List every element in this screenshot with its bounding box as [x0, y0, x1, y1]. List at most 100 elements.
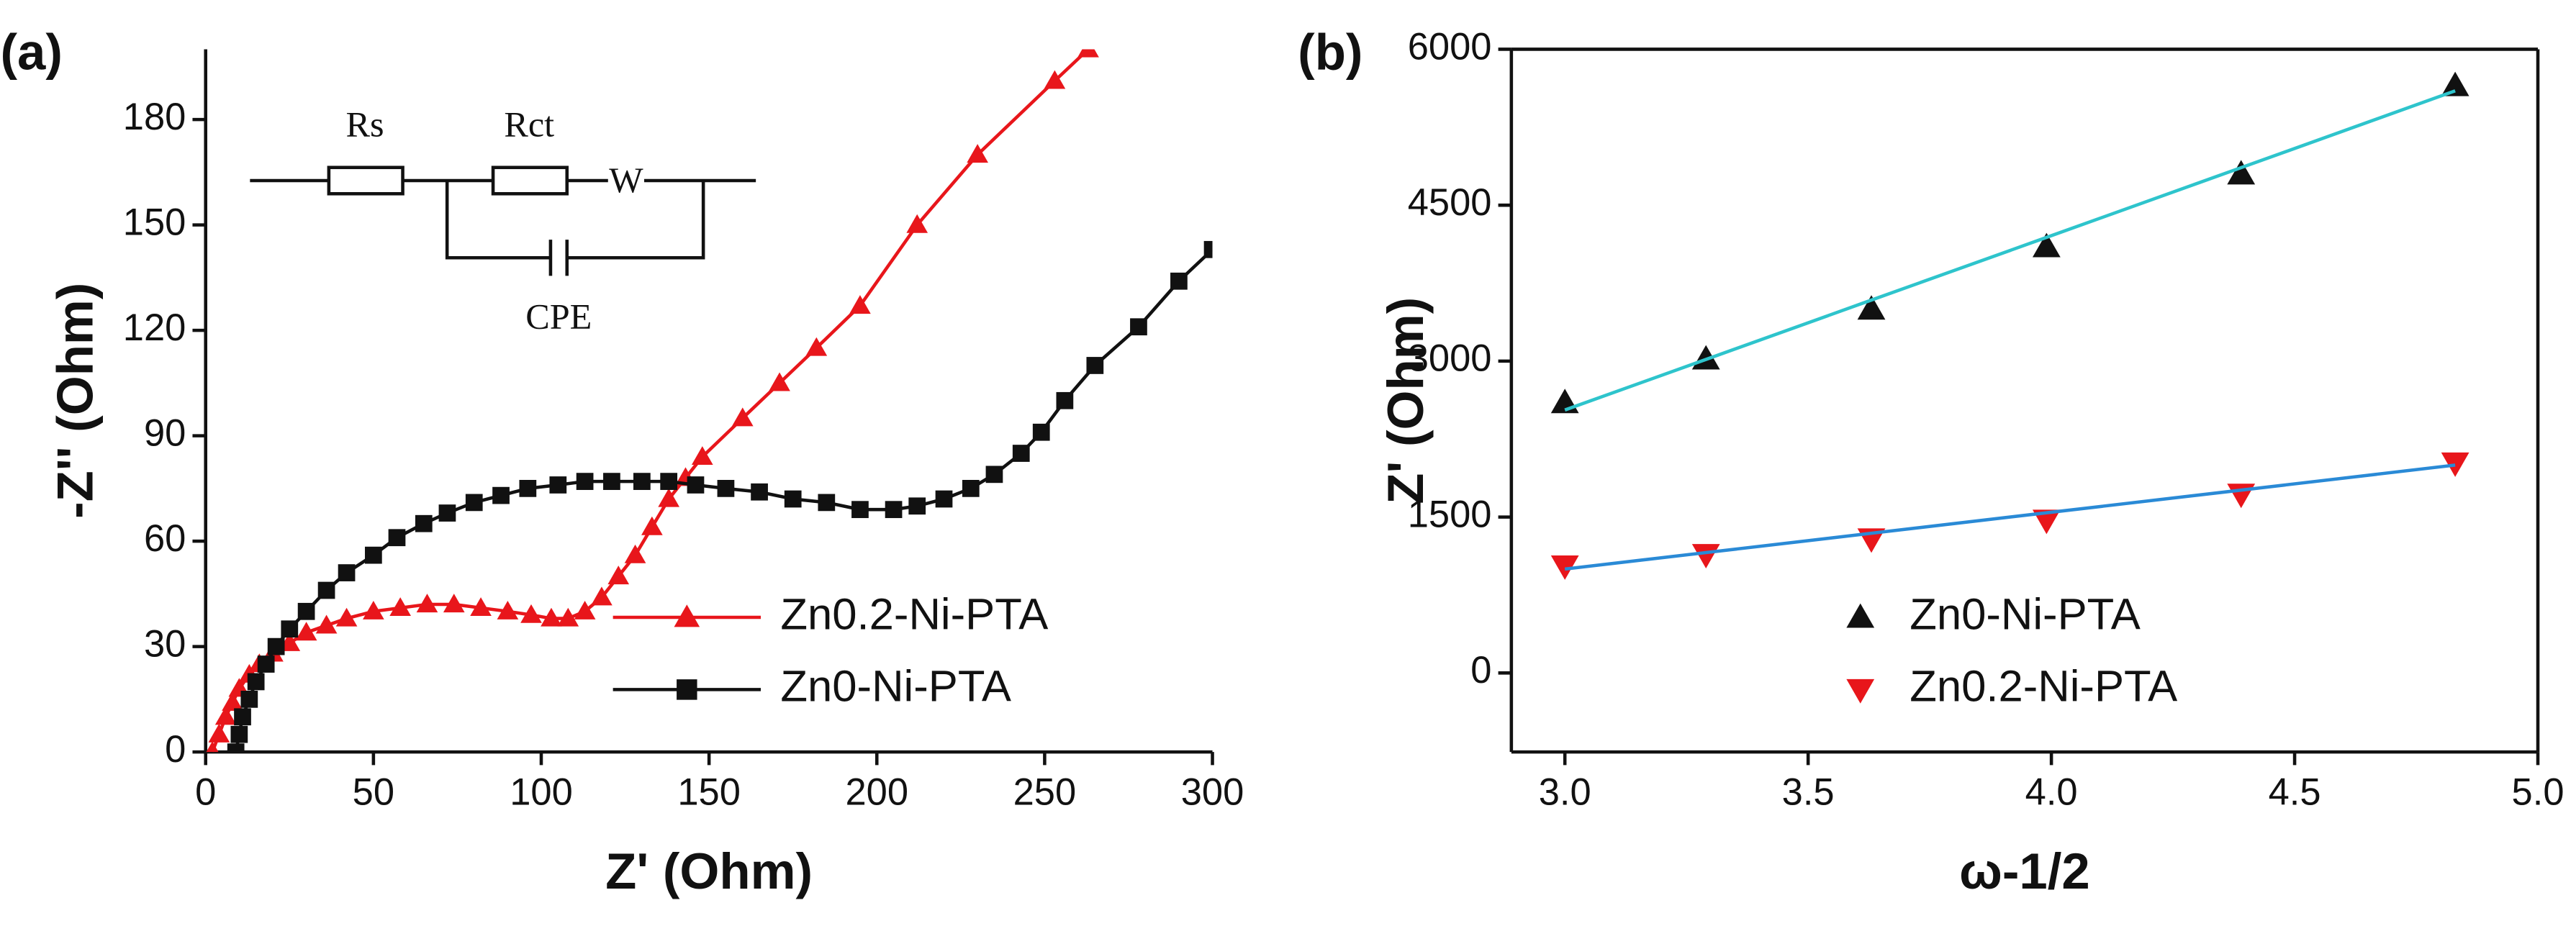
marker: [519, 480, 537, 497]
marker: [967, 144, 988, 163]
marker: [222, 691, 243, 711]
y-tick-label: 60: [144, 517, 186, 560]
plot-area: [1550, 71, 2469, 580]
wire: [445, 181, 551, 260]
marker: [906, 214, 928, 233]
marker: [603, 473, 620, 490]
marker: [908, 497, 926, 515]
marker: [633, 473, 651, 490]
legend-label: Zn0.2-Ni-PTA: [780, 589, 1048, 639]
marker: [2227, 160, 2256, 185]
legend-marker: [674, 604, 700, 627]
marker: [624, 544, 646, 563]
marker: [520, 604, 542, 623]
marker: [769, 372, 790, 391]
marker: [364, 546, 382, 564]
marker: [438, 504, 456, 522]
marker: [1691, 544, 1720, 569]
plot-area: [206, 49, 1213, 753]
x-axis-label: ω-1/2: [1959, 843, 2090, 899]
marker: [2441, 452, 2469, 477]
marker: [465, 494, 483, 512]
marker: [751, 483, 768, 501]
legend-label: Zn0.2-Ni-PTA: [1910, 662, 2177, 712]
resistor: [491, 165, 569, 196]
marker: [295, 622, 317, 641]
y-tick-label: 30: [144, 622, 186, 665]
y-axis-label: -Z'' (Ohm): [47, 283, 104, 519]
y-tick-label: 120: [123, 307, 186, 349]
marker: [2032, 509, 2061, 535]
y-tick-label: 90: [144, 412, 186, 454]
marker: [935, 490, 953, 508]
panel-label: (b): [1298, 23, 1362, 80]
marker: [338, 564, 356, 581]
warburg-bg: [607, 164, 644, 197]
y-tick-label: 6000: [1408, 25, 1492, 68]
marker: [267, 637, 285, 655]
inset-label: Rct: [504, 104, 554, 145]
marker: [549, 476, 567, 494]
x-tick-label: 0: [195, 771, 216, 813]
y-tick-label: 1500: [1408, 493, 1492, 535]
marker: [717, 480, 735, 497]
x-tick-label: 150: [677, 771, 741, 813]
x-tick-label: 200: [845, 771, 908, 813]
x-tick-label: 5.0: [2512, 771, 2564, 813]
marker: [1857, 295, 1886, 320]
x-tick-label: 4.0: [2025, 771, 2078, 813]
marker: [591, 586, 613, 606]
marker: [885, 501, 903, 519]
marker: [1044, 70, 1066, 89]
marker: [1012, 445, 1030, 462]
marker: [607, 566, 630, 585]
marker: [492, 486, 510, 504]
y-tick-label: 3000: [1408, 337, 1492, 380]
marker: [214, 706, 237, 725]
marker: [641, 516, 663, 535]
marker: [557, 607, 579, 627]
series-line: [1564, 89, 2456, 412]
series-line: [234, 248, 1213, 753]
marker: [1203, 240, 1213, 258]
marker: [234, 708, 251, 726]
marker: [851, 501, 869, 519]
marker: [415, 514, 433, 532]
marker: [2032, 232, 2061, 258]
marker: [297, 602, 315, 620]
inset-label: CPE: [525, 296, 592, 336]
series-line: [210, 49, 1090, 753]
marker: [257, 655, 275, 673]
y-tick-label: 0: [1470, 649, 1491, 691]
x-tick-label: 4.5: [2269, 771, 2321, 813]
marker: [1032, 423, 1050, 441]
marker: [731, 407, 754, 427]
marker: [315, 614, 338, 634]
marker: [363, 600, 384, 619]
marker: [335, 607, 358, 627]
x-tick-label: 300: [1181, 771, 1244, 813]
marker: [541, 607, 562, 627]
x-tick-label: 50: [353, 771, 394, 813]
marker: [240, 691, 258, 708]
marker: [576, 473, 594, 490]
circuit-inset: Rs Rct W CPE: [250, 104, 756, 336]
y-tick-label: 4500: [1408, 181, 1492, 224]
marker: [247, 673, 265, 691]
legend-label: Zn0-Ni-PTA: [780, 662, 1011, 712]
marker: [658, 488, 680, 507]
marker: [2441, 71, 2469, 96]
marker: [388, 529, 406, 547]
marker: [208, 723, 230, 743]
marker: [1130, 318, 1147, 336]
marker: [687, 476, 705, 494]
marker: [1077, 49, 1099, 58]
marker: [206, 741, 219, 753]
marker: [416, 594, 438, 613]
marker: [227, 743, 245, 753]
marker: [784, 490, 802, 508]
marker: [1170, 272, 1188, 290]
marker: [574, 600, 596, 619]
y-tick-label: 150: [123, 201, 186, 243]
